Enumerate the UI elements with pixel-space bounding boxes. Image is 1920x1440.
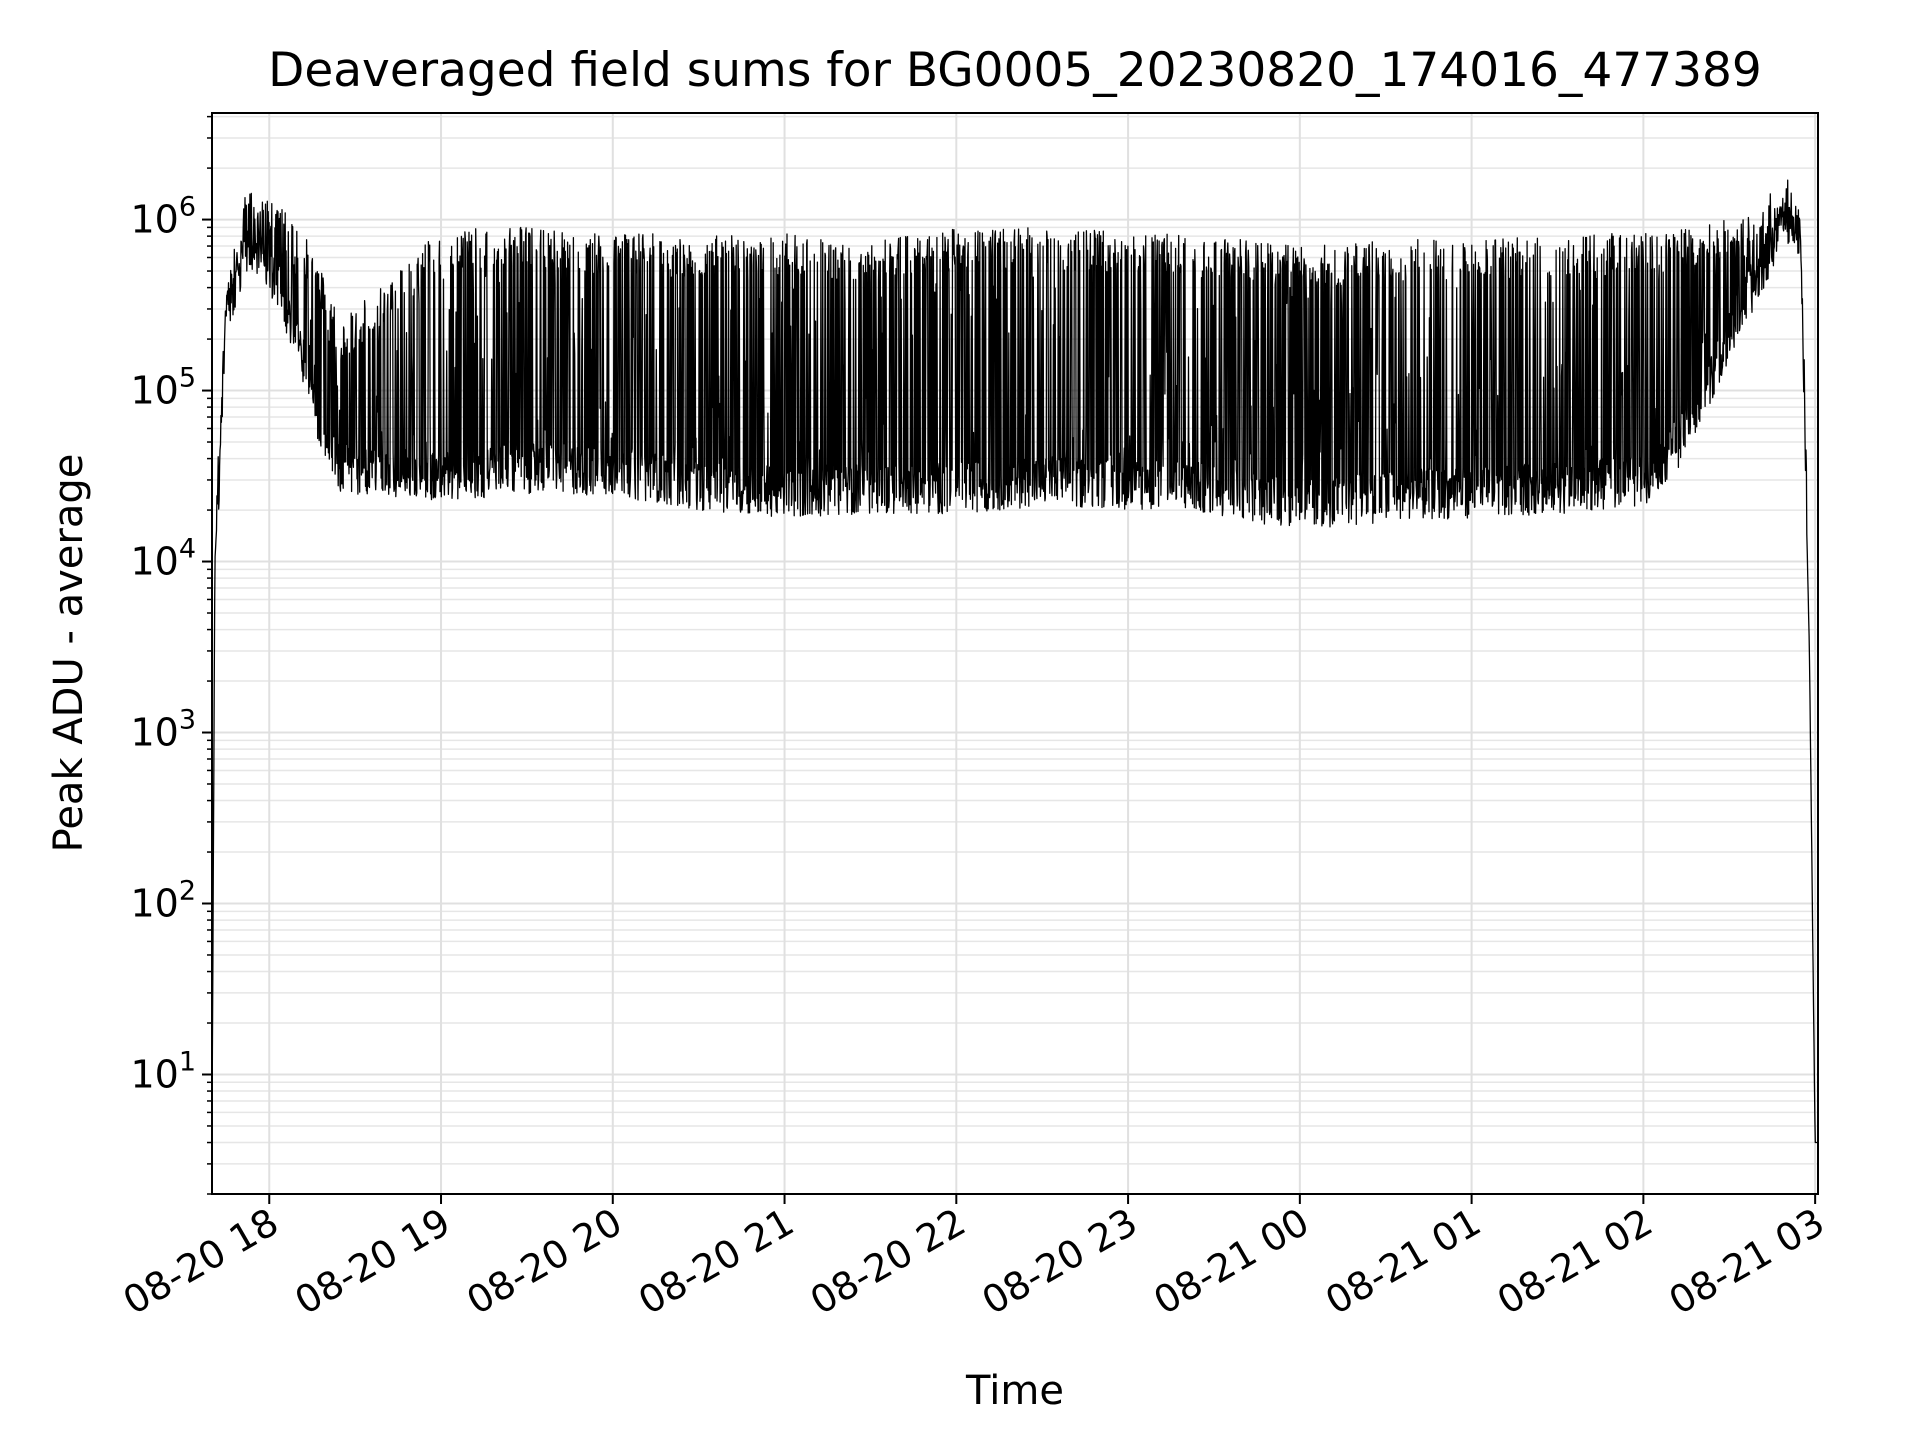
y-axis-label: Peak ADU - average <box>46 454 92 853</box>
y-tick-label: 106 <box>130 192 196 242</box>
y-tick-label: 101 <box>130 1046 196 1096</box>
y-axis-ticks: 101 102 103 104 105 106 <box>130 115 212 1195</box>
series-line <box>211 179 1819 1144</box>
y-tick-label: 103 <box>130 705 196 755</box>
y-tick-label: 104 <box>130 534 196 584</box>
chart-title: Deaveraged field sums for BG0005_2023082… <box>268 43 1762 98</box>
y-tick-label: 102 <box>130 876 196 926</box>
x-axis-label: Time <box>965 1368 1064 1414</box>
y-tick-label: 105 <box>130 363 196 413</box>
plot-frame <box>211 112 1819 1195</box>
